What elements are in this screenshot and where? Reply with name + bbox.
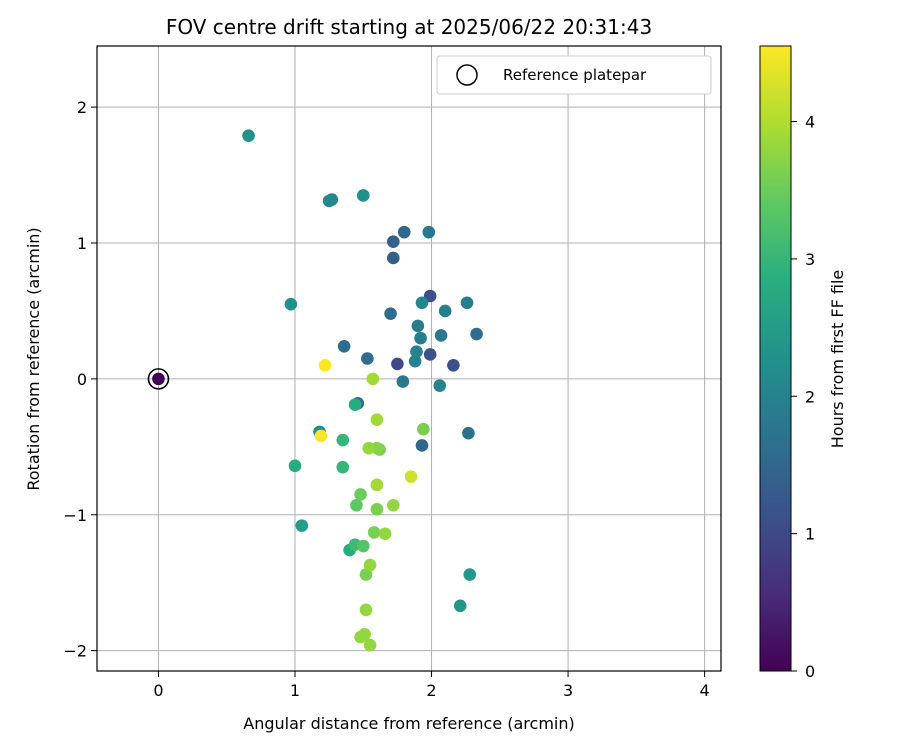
- data-point: [295, 519, 309, 532]
- colorbar-tick-label: 4: [805, 113, 815, 132]
- y-axis-ticks: −2 −1 0 1 2: [63, 98, 97, 661]
- colorbar-tick-label: 2: [805, 387, 815, 406]
- reference-platepar-marker: [147, 368, 170, 390]
- colorbar-label: Hours from first FF file: [828, 270, 847, 449]
- data-point: [423, 348, 437, 361]
- legend-marker: [456, 64, 478, 86]
- data-point: [438, 304, 452, 318]
- colorbar-tick-label: 1: [805, 525, 815, 544]
- data-point: [410, 345, 423, 359]
- data-point: [337, 339, 351, 353]
- data-point: [397, 225, 411, 239]
- x-tick-label: 0: [153, 681, 163, 700]
- data-point: [408, 354, 422, 368]
- data-point: [348, 398, 362, 411]
- grid-lines: [97, 46, 721, 671]
- data-point: [460, 296, 474, 310]
- data-point: [336, 433, 350, 447]
- colorbar-gradient: [759, 45, 792, 672]
- data-point: [386, 498, 400, 512]
- data-point: [396, 375, 410, 388]
- data-point: [386, 235, 400, 248]
- data-point: [336, 460, 350, 474]
- legend-box: [436, 55, 712, 95]
- data-point: [370, 413, 384, 426]
- data-point: [152, 372, 165, 386]
- y-tick-label: 2: [77, 98, 87, 117]
- data-point: [318, 358, 332, 372]
- data-point: [422, 225, 436, 239]
- data-point: [434, 329, 448, 342]
- data-point: [415, 296, 429, 310]
- x-tick-label: 3: [563, 681, 573, 700]
- data-point: [370, 503, 384, 516]
- data-point: [404, 470, 418, 484]
- data-point: [284, 297, 298, 311]
- y-tick-label: 0: [77, 370, 87, 389]
- data-point: [363, 638, 377, 652]
- x-tick-label: 1: [290, 681, 300, 700]
- x-axis-ticks: 0 1 2 3 4: [153, 671, 710, 700]
- data-point: [447, 358, 460, 372]
- colorbar-ticks: 0 1 2 3 4: [791, 113, 815, 681]
- data-point: [361, 352, 374, 365]
- colorbar: 0 1 2 3 4 Hours from first FF file: [759, 45, 847, 681]
- data-point: [367, 526, 381, 539]
- data-point: [378, 527, 392, 541]
- data-point: [356, 189, 370, 202]
- x-tick-label: 4: [700, 681, 710, 700]
- data-point: [463, 568, 477, 581]
- reference-marker: [147, 368, 170, 390]
- plot-frame: [96, 45, 722, 672]
- data-point: [391, 357, 404, 371]
- data-point: [462, 426, 475, 440]
- y-tick-label: −2: [63, 642, 87, 661]
- data-point: [359, 568, 373, 581]
- colorbar-tick-label: 0: [805, 662, 815, 681]
- data-point: [354, 488, 367, 501]
- data-point: [366, 372, 380, 386]
- data-point: [363, 558, 377, 572]
- x-axis-label: Angular distance from reference (arcmin): [243, 714, 574, 733]
- data-point: [415, 439, 429, 452]
- data-points: [152, 129, 483, 652]
- data-point: [470, 327, 483, 341]
- y-tick-label: −1: [63, 506, 87, 525]
- data-point: [411, 319, 425, 333]
- data-point: [322, 194, 336, 208]
- y-tick-label: 1: [77, 234, 87, 253]
- data-point: [433, 379, 447, 392]
- data-point: [417, 422, 430, 436]
- colorbar-tick-label: 3: [805, 250, 815, 269]
- legend: Reference platepar: [436, 55, 712, 95]
- data-point: [453, 599, 467, 613]
- data-point: [359, 603, 373, 617]
- data-point: [370, 478, 384, 492]
- data-point: [242, 129, 255, 142]
- data-point: [362, 441, 376, 455]
- data-point: [356, 539, 370, 553]
- data-point: [314, 429, 328, 443]
- x-tick-label: 2: [426, 681, 436, 700]
- y-axis-label: Rotation from reference (arcmin): [24, 227, 43, 490]
- data-point: [386, 251, 400, 265]
- data-point: [414, 331, 427, 345]
- data-point: [354, 630, 367, 644]
- chart-title: FOV centre drift starting at 2025/06/22 …: [166, 15, 652, 39]
- legend-label: Reference platepar: [503, 66, 647, 84]
- data-point: [288, 459, 302, 473]
- data-point: [350, 498, 363, 512]
- data-point: [384, 307, 397, 320]
